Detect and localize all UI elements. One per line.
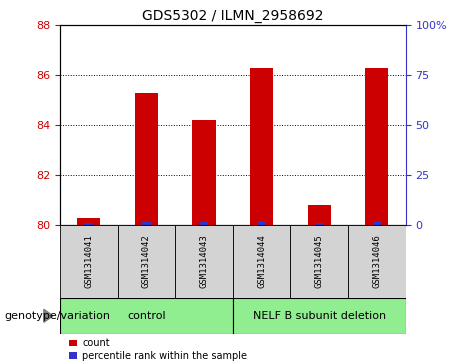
Bar	[308, 205, 331, 225]
Bar	[200, 222, 208, 225]
Bar	[250, 68, 273, 225]
Bar	[135, 93, 158, 225]
Text: GSM1314046: GSM1314046	[372, 234, 381, 288]
Text: GSM1314045: GSM1314045	[315, 234, 324, 288]
Bar	[372, 221, 381, 225]
Bar	[60, 298, 233, 334]
Bar	[175, 225, 233, 298]
Bar	[233, 225, 290, 298]
Text: NELF B subunit deletion: NELF B subunit deletion	[253, 311, 386, 321]
Bar	[257, 221, 266, 225]
Polygon shape	[44, 309, 53, 322]
Bar	[233, 298, 406, 334]
Bar	[365, 68, 388, 225]
Bar	[60, 225, 118, 298]
Bar	[142, 222, 151, 225]
Text: control: control	[127, 311, 165, 321]
Bar	[69, 352, 77, 359]
Text: GSM1314042: GSM1314042	[142, 234, 151, 288]
Bar	[348, 225, 406, 298]
Bar	[315, 223, 324, 225]
Bar	[77, 217, 100, 225]
Text: GSM1314043: GSM1314043	[200, 234, 208, 288]
Title: GDS5302 / ILMN_2958692: GDS5302 / ILMN_2958692	[142, 9, 324, 23]
Bar	[193, 120, 216, 225]
Text: percentile rank within the sample: percentile rank within the sample	[82, 351, 247, 361]
Text: genotype/variation: genotype/variation	[5, 311, 111, 321]
Bar	[118, 225, 175, 298]
Bar	[69, 340, 77, 346]
Bar	[84, 224, 93, 225]
Text: GSM1314041: GSM1314041	[84, 234, 93, 288]
Text: GSM1314044: GSM1314044	[257, 234, 266, 288]
Bar	[290, 225, 348, 298]
Text: count: count	[82, 338, 110, 348]
